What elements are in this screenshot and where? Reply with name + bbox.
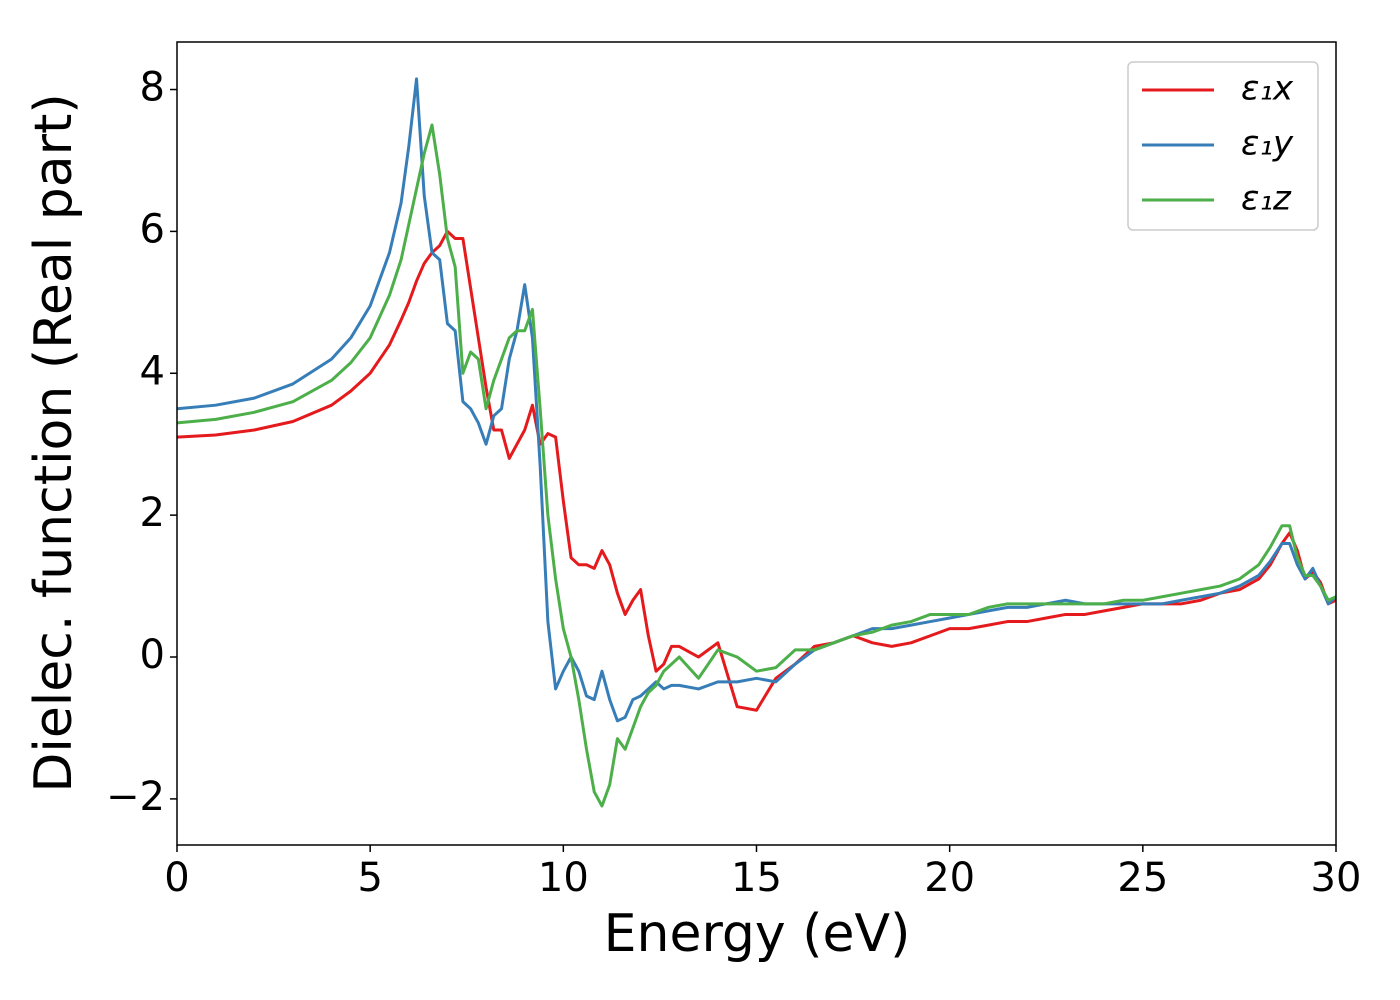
line-series bbox=[177, 229, 1336, 712]
y-tick-label: 8 bbox=[140, 65, 165, 111]
x-tick-label: 0 bbox=[164, 855, 189, 901]
y-axis-label: Dielec. function (Real part) bbox=[24, 93, 84, 792]
y-tick-label: 2 bbox=[140, 490, 165, 536]
x-tick-label: 25 bbox=[1117, 855, 1168, 901]
x-tick-label: 20 bbox=[924, 855, 975, 901]
line-series bbox=[177, 123, 1336, 808]
x-tick-label: 15 bbox=[731, 855, 782, 901]
x-tick-label: 30 bbox=[1311, 855, 1362, 901]
plot-frame bbox=[176, 41, 1337, 846]
y-tick-label: 6 bbox=[140, 206, 165, 252]
y-tick-label: 4 bbox=[140, 348, 165, 394]
x-tick-label: 5 bbox=[357, 855, 382, 901]
legend-label: ε₁z bbox=[1241, 179, 1292, 219]
line-series bbox=[177, 77, 1336, 723]
x-tick-label: 10 bbox=[538, 855, 589, 901]
legend-box bbox=[1127, 61, 1319, 231]
legend-label: ε₁x bbox=[1241, 69, 1294, 109]
x-axis-label: Energy (eV) bbox=[604, 904, 911, 964]
y-tick-label: −2 bbox=[106, 774, 165, 820]
y-tick-label: 0 bbox=[140, 632, 165, 678]
legend-label: ε₁y bbox=[1241, 124, 1294, 164]
